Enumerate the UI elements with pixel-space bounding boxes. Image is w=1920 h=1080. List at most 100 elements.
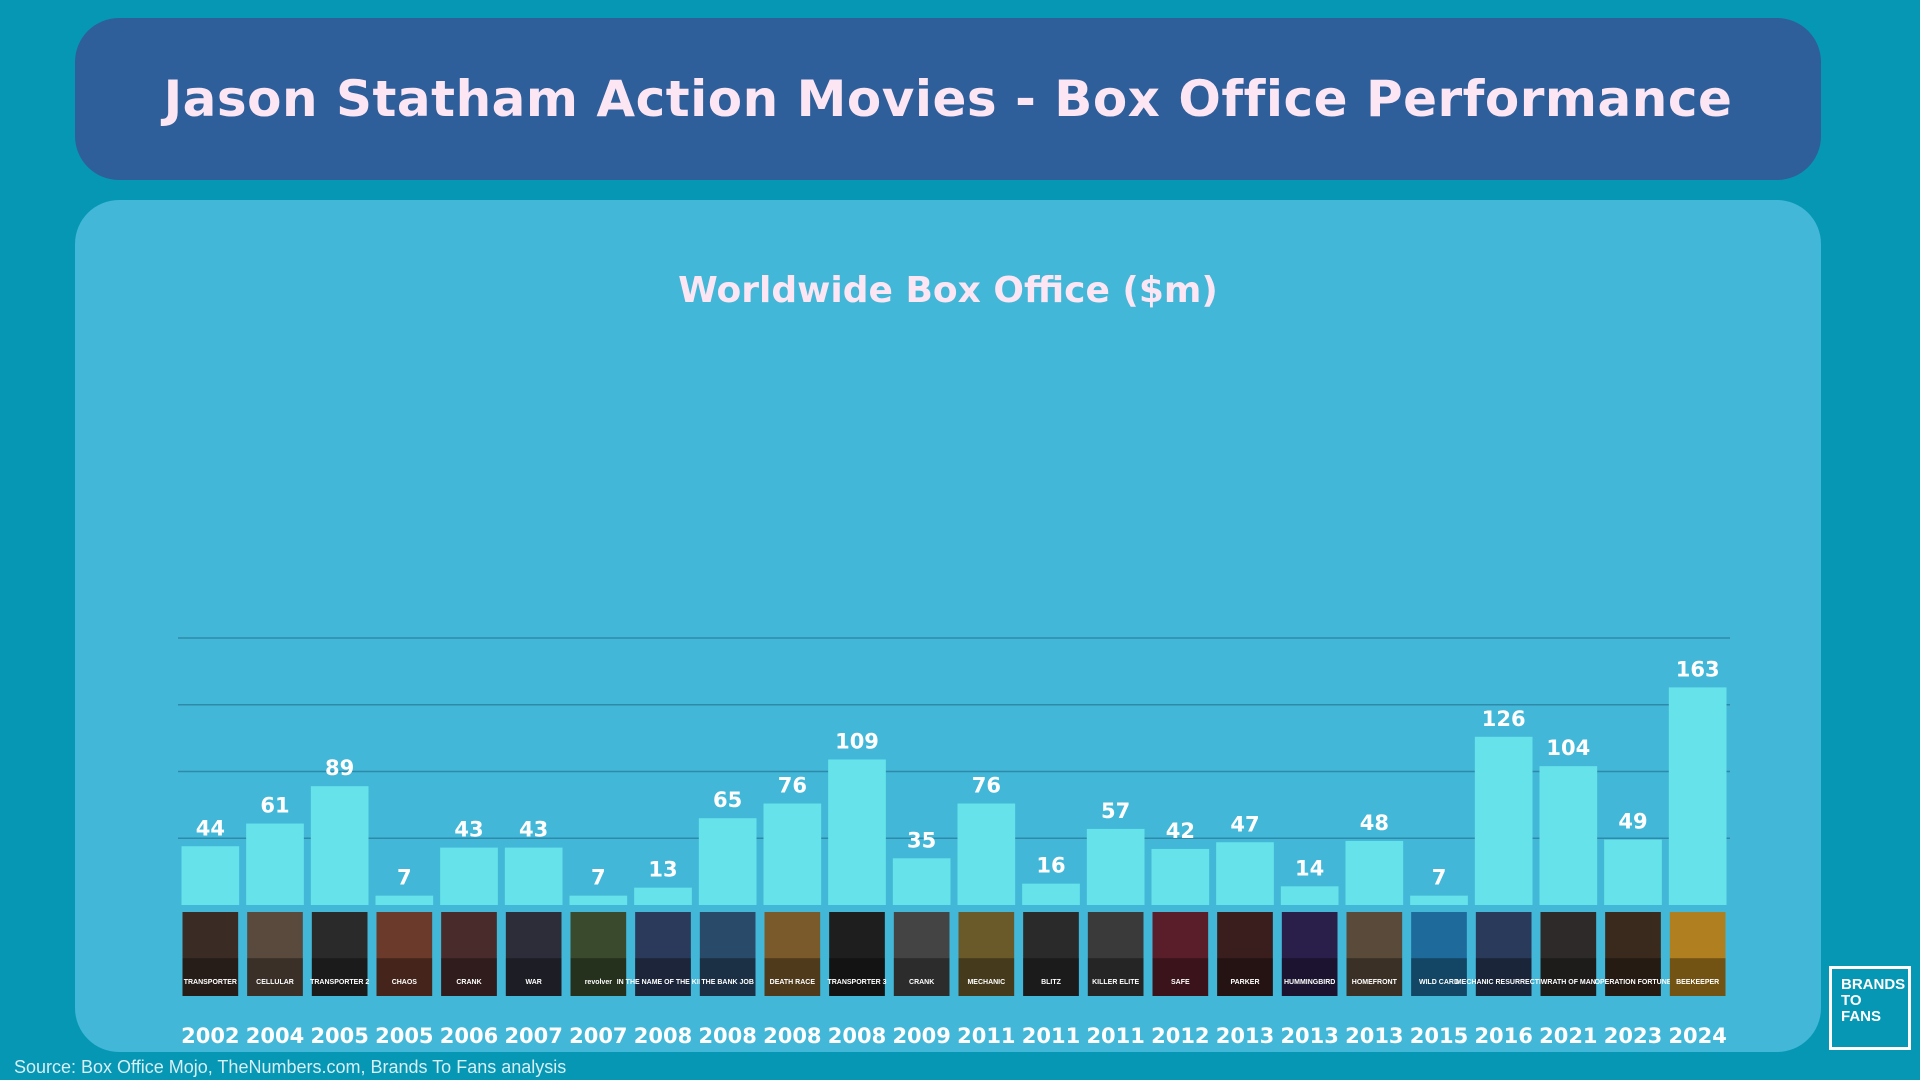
bar	[1474, 736, 1533, 905]
brand-logo: BRANDS TO FANS	[1829, 966, 1911, 1050]
x-tick-label: 2009	[892, 1024, 950, 1048]
x-tick-label: 2011	[1022, 1024, 1080, 1048]
poster-shade	[376, 958, 433, 996]
x-tick-label: 2006	[440, 1024, 498, 1048]
poster-shade	[893, 958, 950, 996]
poster-caption: THE BANK JOB	[701, 979, 754, 986]
bar	[246, 823, 304, 905]
data-label: 7	[591, 866, 606, 890]
data-label: 57	[1101, 799, 1130, 823]
x-tick-label: 2015	[1410, 1024, 1468, 1048]
x-tick-label: 2012	[1151, 1024, 1209, 1048]
poster-caption: HUMMINGBIRD	[1284, 979, 1335, 986]
movie-poster	[505, 912, 562, 996]
poster-shade	[764, 958, 821, 996]
data-label: 7	[1432, 866, 1447, 890]
data-label: 89	[325, 756, 354, 780]
movie-poster	[764, 912, 821, 996]
movie-poster	[893, 912, 950, 996]
movie-poster	[311, 912, 368, 996]
data-label: 43	[454, 818, 483, 842]
bar	[569, 895, 628, 905]
data-label: 42	[1166, 819, 1195, 843]
data-label: 126	[1482, 707, 1526, 731]
data-label: 76	[778, 774, 807, 798]
bar	[957, 803, 1016, 905]
poster-shade	[1281, 958, 1338, 996]
poster-shade	[829, 958, 885, 996]
bar	[763, 803, 822, 905]
poster-shade	[1023, 958, 1079, 996]
bar	[504, 847, 563, 905]
data-label: 7	[397, 866, 412, 890]
bar	[310, 786, 369, 905]
movie-poster	[1152, 912, 1209, 996]
bar	[698, 818, 757, 905]
poster-caption: OPERATION FORTUNE	[1595, 979, 1672, 986]
poster-shade	[1087, 958, 1144, 996]
movie-poster	[570, 912, 627, 996]
poster-caption: PARKER	[1230, 979, 1259, 986]
movie-poster	[182, 912, 239, 996]
x-tick-label: 2013	[1216, 1024, 1274, 1048]
x-tick-label: 2002	[181, 1024, 239, 1048]
data-label: 76	[972, 774, 1001, 798]
x-tick-label: 2016	[1474, 1024, 1532, 1048]
poster-shade	[1605, 958, 1661, 996]
poster-caption: BEEKEEPER	[1676, 979, 1719, 986]
bar	[1086, 828, 1145, 905]
data-label: 35	[907, 828, 936, 852]
poster-shade	[1669, 958, 1726, 996]
source-note: Source: Box Office Mojo, TheNumbers.com,…	[14, 1057, 567, 1077]
poster-caption: CELLULAR	[256, 979, 294, 986]
x-tick-label: 2021	[1539, 1024, 1597, 1048]
x-tick-label: 2008	[828, 1024, 886, 1048]
title-banner: Jason Statham Action Movies - Box Office…	[75, 18, 1821, 180]
logo-line: TO	[1841, 992, 1862, 1009]
x-tick-label: 2005	[310, 1024, 368, 1048]
movie-poster	[1605, 912, 1661, 996]
movie-poster	[1540, 912, 1597, 996]
movie-poster	[1475, 912, 1532, 996]
poster-shade	[441, 958, 497, 996]
x-tick-label: 2013	[1280, 1024, 1338, 1048]
movie-poster	[1346, 912, 1403, 996]
poster-caption: WAR	[525, 979, 541, 986]
data-label: 104	[1546, 736, 1590, 760]
poster-caption: WRATH OF MAN	[1541, 979, 1596, 986]
data-label: 44	[196, 816, 225, 840]
data-label: 43	[519, 818, 548, 842]
x-tick-label: 2007	[504, 1024, 562, 1048]
movie-poster	[699, 912, 756, 996]
data-label: 16	[1036, 854, 1065, 878]
data-label: 14	[1295, 856, 1324, 880]
poster-caption: CRANK	[909, 979, 934, 986]
bar	[375, 895, 434, 905]
bar	[1022, 883, 1080, 905]
poster-shade	[1217, 958, 1273, 996]
bar	[634, 887, 692, 905]
poster-shade	[182, 958, 239, 996]
poster-shade	[1411, 958, 1467, 996]
poster-shade	[1540, 958, 1597, 996]
poster-caption: TRANSPORTER 2	[310, 979, 369, 986]
poster-caption: HOMEFRONT	[1352, 979, 1398, 986]
x-tick-label: 2004	[246, 1024, 304, 1048]
poster-shade	[958, 958, 1015, 996]
poster-caption: IN THE NAME OF THE KING	[617, 979, 710, 986]
movie-poster	[1281, 912, 1338, 996]
poster-caption: TRANSPORTER 3	[827, 979, 886, 986]
poster-shade	[505, 958, 562, 996]
data-label: 49	[1618, 810, 1647, 834]
movie-poster	[958, 912, 1015, 996]
movie-poster	[1217, 912, 1273, 996]
data-label: 109	[835, 729, 879, 753]
chart-title: Worldwide Box Office ($m)	[678, 270, 1218, 311]
data-label: 65	[713, 788, 742, 812]
poster-caption: revolver	[585, 979, 613, 986]
bar	[1410, 895, 1468, 905]
data-label: 163	[1676, 657, 1720, 681]
poster-caption: TRANSPORTER	[184, 979, 237, 986]
poster-caption: MECHANIC RESURRECTION	[1456, 979, 1552, 986]
poster-caption: MECHANIC	[967, 979, 1005, 986]
